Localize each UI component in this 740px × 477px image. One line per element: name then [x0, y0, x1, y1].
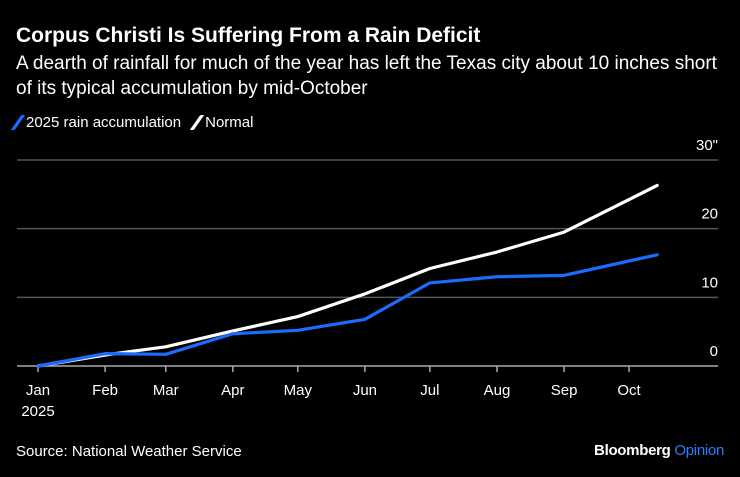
series-line-normal: [36, 183, 659, 368]
x-tick-label: Jan: [26, 382, 50, 399]
x-tick-label: May: [284, 382, 313, 399]
x-tick-label: Oct: [617, 382, 641, 399]
y-tick-label: 30": [696, 137, 718, 154]
legend-item-normal: Normal: [189, 114, 254, 131]
legend-item-2025: 2025 rain accumulation: [10, 114, 182, 131]
brand-suffix: Opinion: [674, 442, 724, 459]
y-tick-label: 10: [701, 274, 718, 291]
legend-label-2025: 2025 rain accumulation: [26, 114, 182, 131]
x-tick-label: Jul: [420, 382, 439, 399]
x-tick-label: Sep: [551, 382, 578, 399]
source-note: Source: National Weather Service: [16, 443, 242, 460]
legend-label-normal: Normal: [205, 114, 254, 131]
x-tick-label: Jun: [353, 382, 377, 399]
x-tick-label: Aug: [484, 382, 511, 399]
brand-logo: Bloomberg Opinion: [594, 442, 724, 459]
x-tick-label: Mar: [153, 382, 179, 399]
y-tick-label: 20: [701, 206, 718, 223]
legend: 2025 rain accumulation Normal: [10, 114, 254, 131]
x-tick-label: Feb: [92, 382, 118, 399]
chart-subtitle: A dearth of rainfall for much of the yea…: [16, 53, 717, 99]
chart-title: Corpus Christi Is Suffering From a Rain …: [16, 24, 481, 47]
x-tick-sublabel: 2025: [21, 403, 54, 420]
series-line-2025: [36, 253, 659, 368]
y-tick-label: 0: [710, 343, 718, 360]
brand-name: Bloomberg: [594, 442, 671, 459]
x-tick-label: Apr: [221, 382, 244, 399]
